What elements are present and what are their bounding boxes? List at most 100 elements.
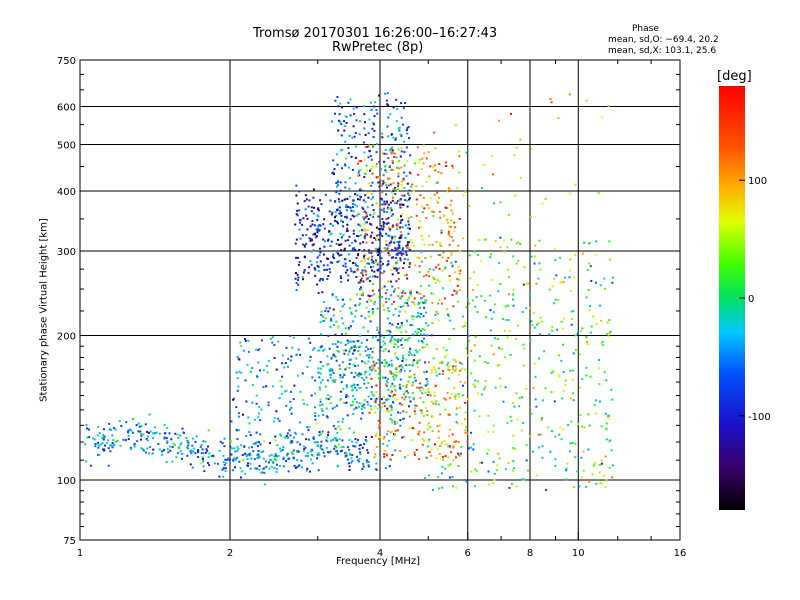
scatter-point (417, 359, 419, 362)
scatter-point (169, 449, 172, 452)
scatter-point (394, 193, 397, 195)
scatter-point (350, 346, 353, 349)
scatter-point (406, 199, 409, 202)
scatter-point (468, 254, 471, 257)
scatter-point (314, 379, 317, 382)
scatter-point (330, 357, 333, 360)
scatter-point (375, 238, 378, 241)
scatter-point (313, 347, 316, 350)
scatter-point (424, 477, 427, 479)
scatter-point (385, 193, 388, 196)
scatter-point (423, 328, 426, 331)
scatter-point (341, 236, 343, 239)
scatter-point (447, 221, 450, 224)
scatter-point (377, 94, 380, 97)
scatter-point (363, 361, 366, 364)
scatter-point (342, 373, 345, 376)
scatter-point (295, 282, 298, 284)
scatter-point (464, 190, 467, 193)
scatter-point (484, 386, 487, 389)
scatter-point (299, 237, 302, 240)
scatter-point (336, 153, 339, 156)
scatter-point (378, 358, 381, 361)
scatter-point (278, 464, 281, 467)
scatter-point (514, 447, 516, 450)
scatter-point (298, 261, 301, 264)
scatter-point (370, 258, 373, 261)
scatter-point (163, 437, 166, 440)
scatter-point (343, 129, 346, 132)
scatter-point (425, 311, 428, 314)
scatter-point (525, 387, 528, 390)
scatter-point (305, 438, 308, 441)
scatter-point (288, 429, 291, 432)
scatter-point (461, 325, 464, 328)
scatter-point (319, 247, 321, 250)
scatter-point (408, 415, 411, 418)
scatter-point (200, 444, 203, 447)
scatter-point (593, 404, 596, 406)
scatter-point (234, 466, 236, 469)
scatter-point (107, 464, 110, 467)
scatter-point (328, 451, 331, 454)
scatter-point (380, 271, 383, 274)
scatter-point (396, 294, 399, 297)
scatter-point (391, 149, 394, 152)
scatter-point (405, 253, 408, 256)
scatter-point (328, 210, 331, 213)
scatter-point (341, 420, 344, 423)
scatter-point (332, 172, 335, 175)
scatter-point (601, 340, 604, 343)
scatter-point (481, 393, 483, 396)
scatter-point (336, 261, 339, 263)
scatter-point (405, 146, 408, 149)
scatter-point (536, 323, 539, 326)
scatter-point (569, 442, 572, 445)
scatter-point (339, 310, 342, 313)
scatter-point (474, 385, 476, 388)
scatter-point (418, 161, 421, 164)
scatter-point (317, 452, 320, 455)
scatter-point (378, 252, 381, 255)
scatter-point (160, 450, 163, 453)
scatter-point (385, 297, 388, 300)
scatter-point (408, 427, 411, 430)
scatter-point (443, 440, 446, 442)
scatter-point (421, 185, 424, 188)
scatter-point (368, 149, 371, 152)
scatter-point (331, 369, 334, 372)
scatter-point (387, 252, 390, 255)
scatter-point (346, 269, 349, 272)
scatter-point (401, 436, 404, 439)
scatter-point (292, 449, 295, 452)
scatter-point (301, 276, 304, 279)
scatter-point (378, 238, 380, 241)
scatter-point (451, 212, 454, 215)
scatter-point (431, 210, 434, 213)
scatter-point (351, 388, 354, 391)
scatter-point (414, 349, 417, 352)
x-tick-label: 6 (465, 548, 471, 559)
scatter-point (98, 432, 101, 434)
scatter-point (603, 371, 606, 374)
scatter-point (257, 416, 260, 419)
scatter-point (397, 127, 400, 130)
scatter-point (329, 222, 332, 225)
scatter-point (206, 450, 209, 452)
scatter-point (370, 385, 373, 388)
scatter-point (431, 301, 434, 304)
scatter-point (289, 334, 292, 337)
scatter-point (305, 234, 308, 236)
scatter-point (391, 273, 394, 276)
scatter-point (448, 225, 451, 228)
scatter-point (507, 319, 510, 321)
scatter-point (152, 437, 155, 439)
scatter-point (289, 434, 292, 437)
scatter-point (355, 441, 358, 444)
scatter-point (428, 450, 431, 453)
scatter-point (410, 375, 413, 378)
scatter-point (453, 230, 456, 233)
scatter-point (385, 232, 388, 235)
scatter-point (381, 272, 384, 275)
scatter-point (611, 476, 614, 479)
